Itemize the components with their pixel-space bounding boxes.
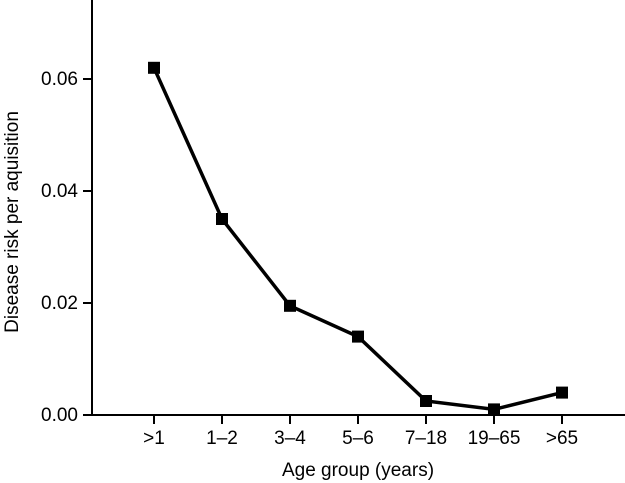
x-tick-label: 7–18 (405, 428, 447, 449)
data-point-marker (420, 395, 432, 407)
y-tick-label: 0.02 (41, 293, 78, 314)
y-axis-title: Disease risk per aquisition (2, 111, 23, 333)
data-point-marker (352, 330, 364, 343)
data-point-marker (556, 386, 568, 399)
x-axis-title: Age group (years) (282, 460, 434, 481)
data-line (152, 67, 563, 412)
data-point-marker (284, 299, 296, 312)
x-tick-label: 1–2 (206, 428, 238, 449)
x-tick-label: 19–65 (468, 428, 521, 449)
data-series (148, 61, 568, 416)
data-point-marker (148, 61, 160, 74)
x-tick-label: 3–4 (274, 428, 306, 449)
axes (91, 0, 625, 416)
x-tick-label: >1 (143, 428, 165, 449)
x-tick-label: >65 (546, 428, 578, 449)
data-point-marker (488, 403, 500, 416)
data-point-marker (216, 213, 228, 225)
x-tick-label: 5–6 (342, 428, 374, 449)
x-tick-labels: >1 1–2 3–4 5–6 7–18 19–65 >65 (143, 415, 578, 449)
y-tick-label: 0.06 (41, 69, 78, 90)
y-tick-label: 0.04 (41, 181, 78, 202)
y-tick-labels: 0.00 0.02 0.04 0.06 (41, 69, 92, 426)
y-tick-label: 0.00 (41, 405, 78, 426)
